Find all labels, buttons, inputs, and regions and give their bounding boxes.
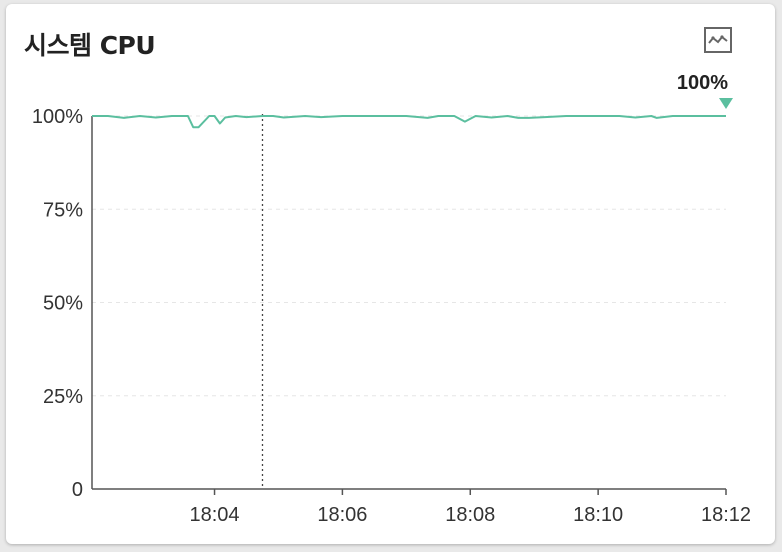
y-tick-label: 25%	[43, 386, 83, 408]
line-chart-icon[interactable]	[703, 26, 733, 54]
y-tick-label: 100%	[32, 106, 83, 128]
y-tick-label: 75%	[43, 199, 83, 221]
x-tick-label: 18:10	[573, 504, 623, 526]
x-tick-label: 18:06	[317, 504, 367, 526]
y-tick-label: 50%	[43, 293, 83, 315]
current-value-label: 100%	[677, 72, 728, 94]
current-value-marker	[719, 98, 733, 109]
x-tick-label: 18:04	[190, 504, 240, 526]
card-title: 시스템 CPU	[24, 31, 156, 60]
x-tick-label: 18:08	[445, 504, 495, 526]
x-tick-label: 18:12	[701, 504, 751, 526]
cpu-line-chart: 0 25% 50% 75% 100% 18:04 18:06 18:08 18:10 18:12 1…	[32, 72, 751, 526]
cpu-card: 시스템 CPU 0 25% 50% 75% 100% 18:04 18:06 18:08 18:…	[6, 4, 775, 544]
cpu-series-line	[92, 115, 726, 129]
y-tick-label: 0	[72, 479, 83, 501]
